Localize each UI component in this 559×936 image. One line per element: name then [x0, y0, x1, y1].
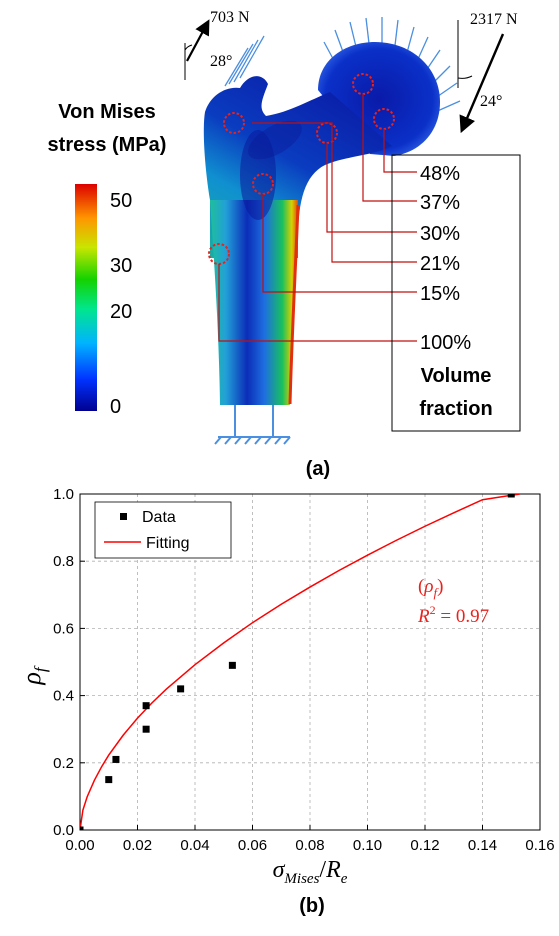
data-point [112, 755, 120, 763]
x-tick-label: 0.10 [353, 837, 382, 854]
panel-b-caption: (b) [299, 895, 325, 917]
x-tick-label: 0.16 [525, 837, 554, 854]
colorbar-title-line2: stress (MPa) [48, 134, 167, 156]
right-force-label: 2317 N [470, 11, 518, 28]
data-point [80, 826, 84, 830]
x-tick-label: 0.06 [238, 837, 267, 854]
legend-label-data: Data [142, 509, 176, 526]
x-tick-label: 0.04 [180, 837, 209, 854]
x-tick-label: 0.00 [65, 837, 94, 854]
fraction-label: 37% [420, 192, 460, 214]
colorbar-tick: 50 [110, 190, 132, 212]
panel-a: Von Mises stress (MPa) 50 30 20 0 [48, 9, 521, 480]
colorbar-tick: 0 [110, 396, 121, 418]
chart-series [80, 494, 520, 830]
colorbar-title-line1: Von Mises [58, 101, 155, 123]
fit-annotation-rho: (ρf) [418, 576, 443, 600]
x-tick-label: 0.12 [410, 837, 439, 854]
data-point [105, 776, 113, 784]
fraction-label: 21% [420, 253, 460, 275]
data-point [228, 661, 236, 669]
left-angle-label: 28° [210, 53, 232, 70]
right-force: 2317 N 24° [457, 11, 518, 134]
colorbar-tick: 20 [110, 301, 132, 323]
fraction-label: 30% [420, 223, 460, 245]
chart-legend: Data Fitting [94, 501, 232, 559]
y-axis-label: ρf [17, 665, 50, 685]
panel-a-caption: (a) [306, 458, 330, 480]
right-angle-label: 24° [480, 93, 502, 110]
fit-line [80, 494, 520, 830]
fraction-label: 100% [420, 332, 471, 354]
x-tick-label: 0.08 [295, 837, 324, 854]
colorbar-gradient [75, 184, 97, 411]
colorbar: Von Mises stress (MPa) 50 30 20 0 [48, 101, 167, 418]
y-axis: 0.0 0.2 0.4 0.6 0.8 1.0 [53, 486, 85, 839]
volume-fraction-box [391, 154, 521, 432]
fraction-label: 48% [420, 163, 460, 185]
y-tick-label: 0.2 [53, 755, 74, 772]
x-axis: 0.00 0.02 0.04 0.06 0.08 0.10 0.12 0.14 0.16 [65, 825, 555, 854]
y-tick-label: 0.8 [53, 553, 74, 570]
data-point [142, 702, 150, 710]
legend-box [94, 501, 232, 559]
legend-marker-data [120, 513, 127, 520]
fit-annotation-r2: R2 = 0.97 [417, 603, 489, 627]
y-tick-label: 0.6 [53, 620, 74, 637]
volume-fraction-title-line2: fraction [419, 398, 492, 420]
panel-b-chart: 0.00 0.02 0.04 0.06 0.08 0.10 0.12 0.14 0.16 0.0… [17, 486, 555, 917]
legend-label-fitting: Fitting [146, 535, 190, 552]
colorbar-tick: 30 [110, 255, 132, 277]
volume-fraction-title-line1: Volume [421, 365, 492, 387]
y-tick-label: 1.0 [53, 486, 74, 503]
support-fixture [214, 405, 291, 445]
trochanter-load-arrows [224, 35, 265, 87]
left-force-label: 703 N [210, 9, 250, 26]
x-tick-label: 0.02 [123, 837, 152, 854]
volume-fraction-labels: 48% 37% 30% 21% 15% 100% [420, 163, 471, 354]
leader-lines [218, 94, 417, 342]
femur-model [203, 42, 440, 445]
y-tick-label: 0.4 [53, 688, 74, 705]
fraction-label: 15% [420, 283, 460, 305]
x-tick-label: 0.14 [468, 837, 497, 854]
data-point [142, 725, 150, 733]
left-force: 703 N 28° [184, 9, 250, 80]
y-tick-label: 0.0 [53, 822, 74, 839]
data-point [177, 685, 185, 693]
data-point [507, 494, 515, 498]
x-axis-label: σMises/Re [273, 857, 348, 887]
